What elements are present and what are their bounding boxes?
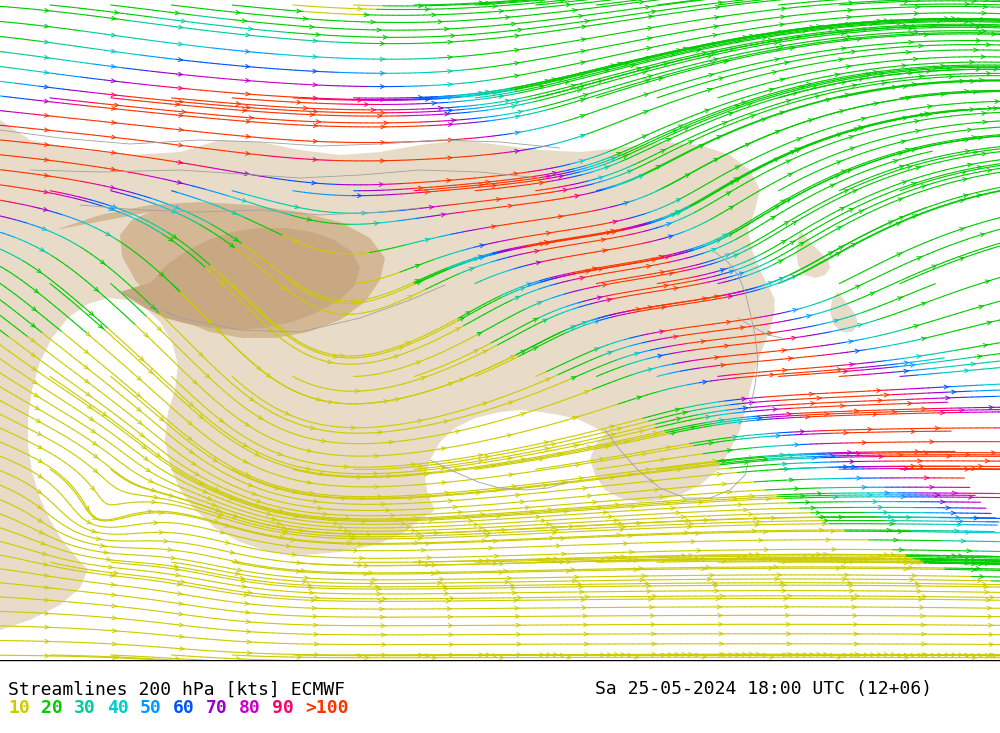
Polygon shape [0,0,775,630]
Text: 40: 40 [107,699,129,717]
Text: 50: 50 [140,699,162,717]
Text: 60: 60 [173,699,195,717]
Text: 10: 10 [8,699,30,717]
Text: 80: 80 [239,699,261,717]
Text: >100: >100 [305,699,349,717]
Text: Sa 25-05-2024 18:00 UTC (12+06): Sa 25-05-2024 18:00 UTC (12+06) [595,680,932,699]
Polygon shape [830,292,858,332]
Text: 90: 90 [272,699,294,717]
Polygon shape [55,202,385,338]
Text: 70: 70 [206,699,228,717]
Polygon shape [732,272,775,330]
Text: 30: 30 [74,699,96,717]
Polygon shape [120,228,360,330]
Polygon shape [796,230,830,278]
Text: 20: 20 [41,699,63,717]
Text: Streamlines 200 hPa [kts] ECMWF: Streamlines 200 hPa [kts] ECMWF [8,680,345,699]
